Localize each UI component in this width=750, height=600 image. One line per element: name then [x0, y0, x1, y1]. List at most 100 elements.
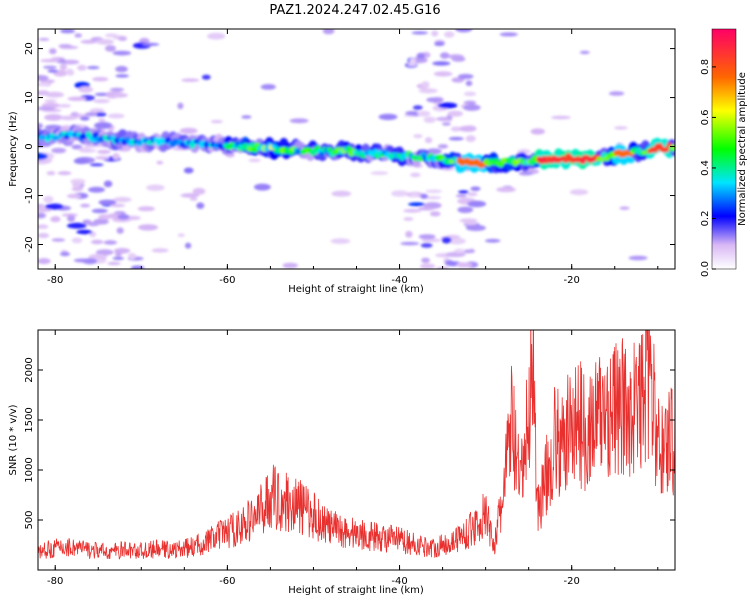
spectrogram-cell	[128, 253, 137, 260]
spectrogram-cell	[151, 248, 169, 253]
spectrogram-cell	[67, 222, 87, 229]
spectrogram-cell	[614, 126, 628, 130]
y-tick-label: 0	[24, 143, 35, 149]
spectrogram-cell	[207, 32, 226, 40]
spectrogram-cell	[115, 65, 128, 73]
spectrogram-cell	[457, 206, 474, 213]
spectrogram-cell	[420, 193, 428, 199]
spectrogram-cell	[38, 232, 50, 239]
spectrogram-cell	[241, 115, 252, 119]
spectrogram-cell	[254, 183, 271, 191]
spectrogram-cell	[89, 108, 105, 114]
spectrogram-cell	[432, 61, 451, 66]
spectrogram-cell	[448, 136, 464, 141]
spectrogram-cell	[80, 116, 90, 121]
spectrogram-cell	[50, 216, 61, 223]
spectrogram-cell	[109, 87, 125, 92]
y-tick-label: 2000	[24, 357, 35, 382]
spectrogram-cell	[551, 115, 571, 120]
spectrogram-cell	[456, 262, 473, 268]
spectrogram-cell	[156, 160, 164, 165]
spectrogram-cell	[47, 69, 59, 73]
spectrogram-cell	[183, 167, 194, 174]
spectrogram-cell	[51, 147, 67, 154]
spectrogram-xlabel: Height of straight line (km)	[288, 284, 424, 295]
spectrogram-cell	[78, 147, 92, 153]
spectrogram-cell	[38, 258, 51, 265]
spectrogram-cell	[89, 163, 104, 167]
spectrogram-cell	[405, 111, 421, 116]
snr-ylabel: SNR (10 * v/v)	[8, 404, 19, 475]
spectrogram-cell	[407, 62, 417, 67]
spectrogram-cell	[45, 203, 64, 210]
spectrogram-cell	[137, 206, 155, 212]
spectrogram-cell	[463, 91, 477, 97]
spectrogram-cell	[96, 39, 114, 45]
spectrogram-cell	[61, 213, 78, 217]
spectrogram-cell	[185, 242, 192, 249]
spectrogram-cell	[71, 237, 83, 244]
spectrogram-cell	[62, 59, 80, 65]
colorbar: 0.0 0.2 0.4 0.6 0.8 Normalized spectral ampl…	[700, 28, 748, 277]
spectrogram-cell	[628, 255, 648, 261]
spectrogram-cell	[38, 152, 48, 160]
y-tick-label: 10	[24, 91, 35, 104]
spectrogram-cell	[330, 238, 351, 244]
spectrogram-cell	[38, 123, 43, 129]
spectrogram-cell	[118, 37, 127, 41]
spectrogram-cell	[201, 74, 211, 80]
spectrogram-cell	[189, 197, 198, 201]
x-tick-label: -80	[47, 275, 63, 286]
spectrogram-cell	[408, 202, 426, 207]
spectrogram-cell	[192, 187, 206, 195]
y-tick-label: 20	[24, 42, 35, 55]
colorbar-gradient	[711, 28, 737, 270]
spectrogram-cell	[465, 224, 486, 231]
spectrogram-cell	[67, 215, 76, 223]
spectrogram-cell	[88, 186, 105, 193]
spectrogram-cell	[420, 263, 436, 269]
spectrogram-cell	[671, 144, 675, 151]
colorbar-tick-label: 0.6	[700, 109, 711, 125]
spectrogram-cell	[403, 217, 414, 221]
spectrogram-cell	[116, 227, 124, 234]
spectrogram-cell	[112, 256, 125, 260]
spectrogram-cell	[467, 248, 475, 254]
spectrogram-cell	[420, 243, 433, 248]
spectrogram-cell	[44, 114, 64, 121]
spectrogram-cell	[117, 214, 130, 220]
colorbar-tick-label: 0.0	[700, 261, 711, 277]
spectrogram-cell	[579, 50, 590, 55]
spectrogram-cell	[322, 29, 335, 35]
spectrogram-panel: -80 -60 -40 -20 20 10 0 -10 -20 Height of straig…	[8, 28, 676, 295]
y-tick-label: 500	[24, 510, 35, 529]
spectrogram-cell	[271, 144, 278, 149]
colorbar-tick-label: 0.8	[700, 59, 711, 75]
spectrogram-cell	[484, 238, 501, 243]
spectrogram-cell	[111, 92, 128, 98]
spectrogram-cell	[619, 206, 630, 210]
spectrogram-cell	[289, 118, 309, 124]
spectrogram-cell	[455, 29, 473, 33]
spectrogram-cell	[94, 112, 107, 117]
spectrogram-cell	[331, 190, 352, 197]
spectrogram-cell	[608, 91, 625, 96]
spectrogram-cell	[60, 29, 75, 34]
spectrogram-cell	[405, 230, 413, 238]
x-tick-label: -60	[219, 576, 235, 587]
spectrogram-cell	[450, 126, 462, 132]
spectrogram-cell	[71, 144, 83, 150]
spectrogram-cell	[470, 186, 481, 192]
snr-panel: -80 -60 -40 -20 500 1000 1500 2000 Height of st…	[8, 329, 676, 596]
spectrogram-cell	[455, 194, 467, 198]
spectrogram-cell	[46, 171, 56, 176]
spectrogram-cell	[77, 64, 87, 71]
spectrogram-cell	[465, 135, 476, 143]
spectrogram-cell	[146, 184, 165, 191]
spectrogram-cell	[74, 33, 82, 38]
spectrogram-cell	[98, 214, 112, 220]
spectrogram-cell	[443, 31, 455, 38]
spectrogram-cell	[454, 248, 465, 254]
spectrogram-cell	[49, 48, 57, 55]
x-tick-label: -40	[391, 576, 407, 587]
